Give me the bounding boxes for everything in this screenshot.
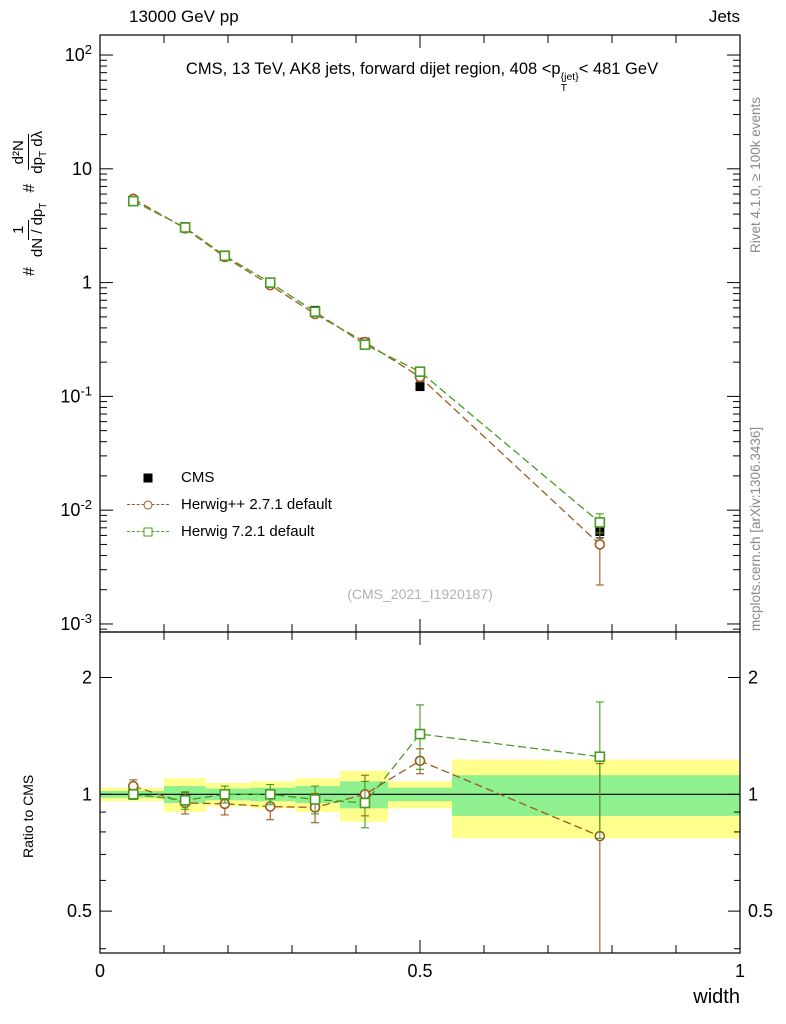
svg-text:2: 2 [82, 668, 92, 688]
ylabel-hash-1: # [21, 267, 38, 276]
ylabel-fraction-2: d²N dpT dλ [10, 131, 50, 174]
svg-text:10-2: 10-2 [60, 497, 92, 520]
legend-label-herwigpp: Herwig++ 2.7.1 default [181, 496, 332, 513]
main-y-axis-label: # 1 dN / dpT # d²N dpT dλ [10, 131, 50, 276]
svg-text:10: 10 [72, 159, 92, 179]
x-axis-label: width [693, 986, 740, 1008]
pt-subscript: T [560, 82, 568, 95]
plot-title: CMS, 13 TeV, AK8 jets, forward dijet reg… [100, 60, 744, 94]
svg-text:10-3: 10-3 [60, 611, 92, 634]
mcplots-citation-note: mcplots.cern.ch [arXiv:1306.3436] [748, 426, 763, 631]
legend-label-herwig7: Herwig 7.2.1 default [181, 523, 315, 540]
pt-superscript-stack: {jet} T [560, 71, 579, 95]
svg-text:0.5: 0.5 [407, 961, 432, 981]
rivet-version-note: Rivet 4.1.0, ≥ 100k events [748, 97, 763, 253]
cms-marker-icon [127, 471, 169, 485]
svg-text:10-1: 10-1 [60, 383, 92, 406]
analysis-id-watermark: (CMS_2021_I1920187) [347, 586, 493, 602]
legend-label-cms: CMS [181, 469, 215, 486]
svg-text:1: 1 [82, 784, 92, 804]
ylabel-fraction-1: 1 dN / dpT [10, 203, 50, 257]
ylabel-frac1-denominator: dN / dpT [29, 202, 49, 258]
ylabel-frac2-denominator: dpT dλ [29, 130, 49, 174]
svg-text:1: 1 [82, 273, 92, 293]
ratio-y-axis-label: Ratio to CMS [20, 774, 36, 858]
pt-superscript: {jet} [560, 71, 579, 83]
ylabel-frac2-numerator: d²N [10, 134, 29, 171]
herwig7-marker-icon [127, 525, 169, 539]
svg-text:1: 1 [748, 784, 758, 804]
svg-text:2: 2 [748, 668, 758, 688]
legend-item-herwig7: Herwig 7.2.1 default [127, 518, 332, 545]
plot-title-text: CMS, 13 TeV, AK8 jets, forward dijet reg… [185, 60, 561, 78]
ylabel-hash-2: # [21, 183, 38, 193]
svg-text:0.5: 0.5 [748, 901, 773, 921]
svg-text:0: 0 [95, 961, 105, 981]
legend-item-cms: CMS [127, 464, 332, 491]
svg-text:1: 1 [735, 961, 745, 981]
ylabel-frac1-numerator: 1 [10, 219, 29, 241]
herwigpp-marker-icon [127, 498, 169, 512]
legend: CMS Herwig++ 2.7.1 default Herwig 7.2.1 … [127, 464, 332, 545]
svg-text:102: 102 [65, 42, 92, 65]
svg-text:0.5: 0.5 [67, 901, 92, 921]
process-label: Jets [708, 7, 740, 26]
legend-item-herwigpp: Herwig++ 2.7.1 default [127, 491, 332, 518]
plot-title-text-end: < 481 GeV [578, 60, 659, 78]
beam-energy-label: 13000 GeV pp [129, 7, 239, 26]
